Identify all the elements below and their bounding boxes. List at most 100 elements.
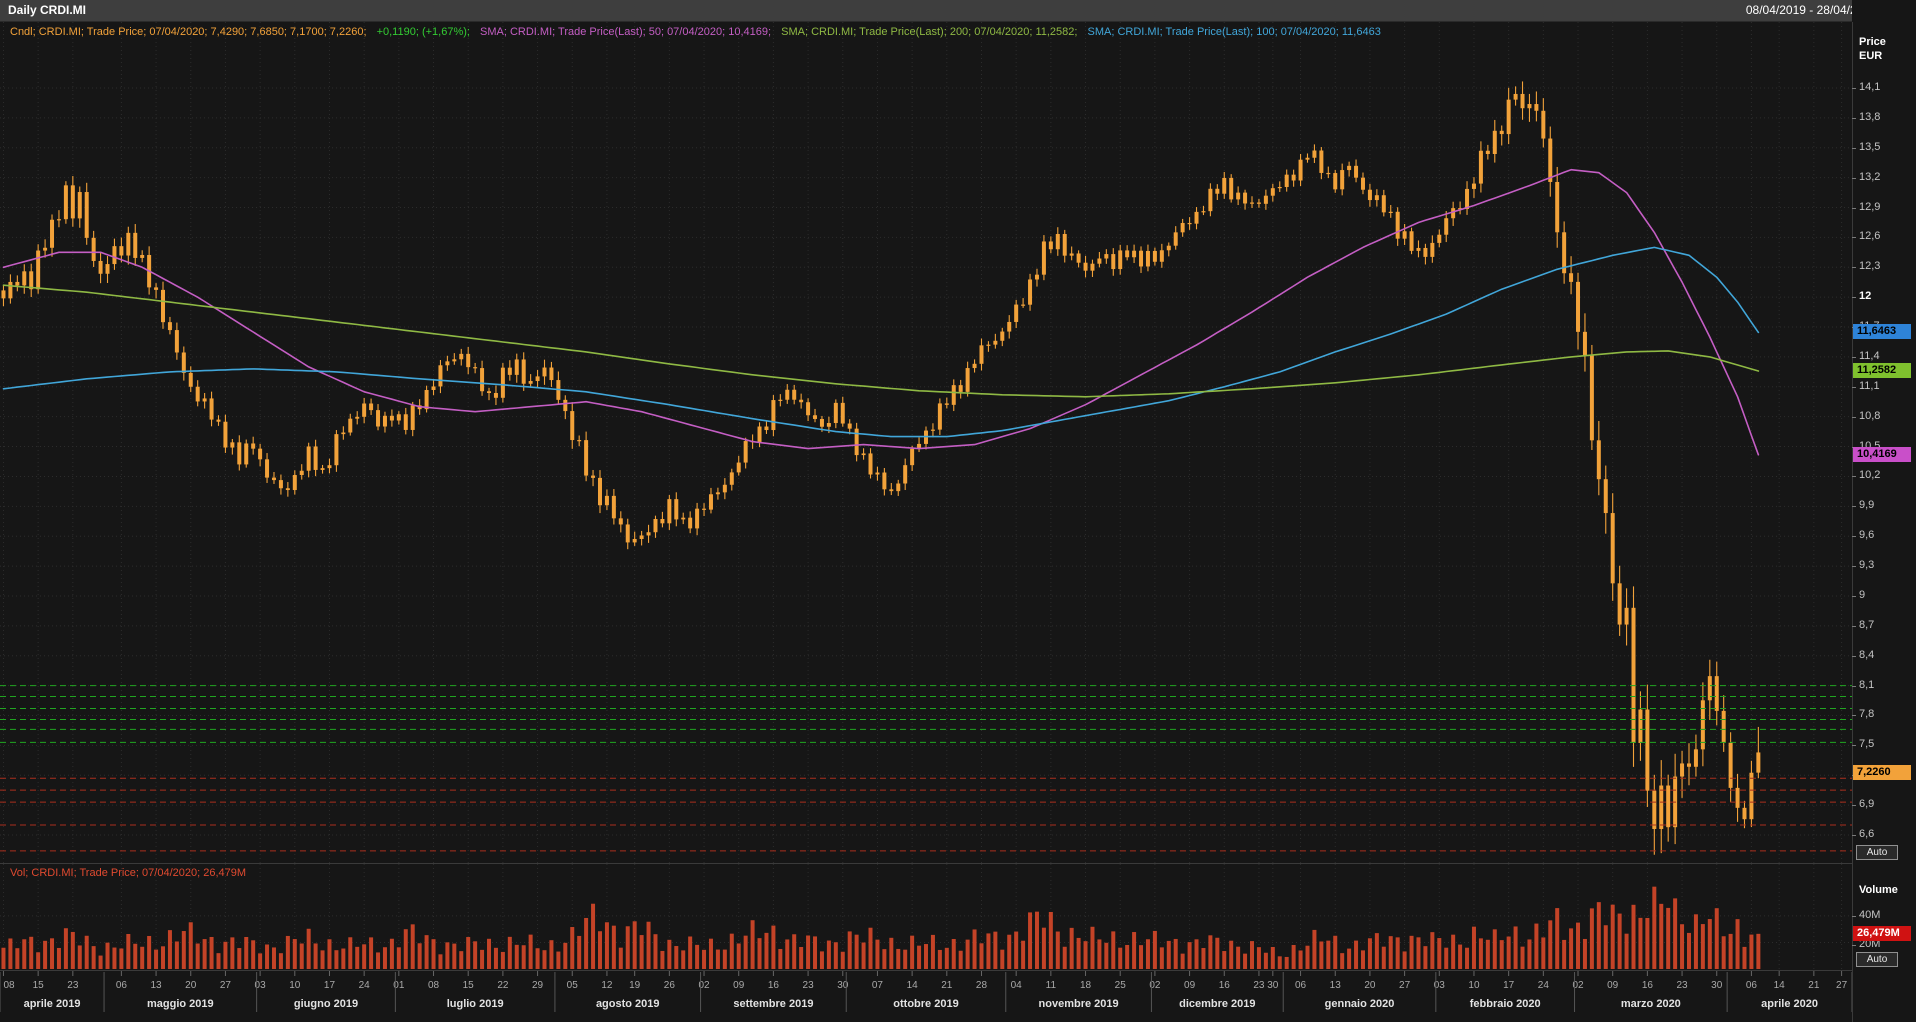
svg-text:29: 29 [532,980,544,991]
svg-text:ottobre 2019: ottobre 2019 [893,998,958,1010]
last-volume-tag: 26,479M [1853,925,1911,941]
volume-axis-header: Volume [1859,884,1898,896]
svg-text:16: 16 [1642,980,1654,991]
svg-text:21: 21 [1808,980,1820,991]
price-axis-label: 12,9 [1851,200,1881,213]
day-tick-labels: 08 15 23 06 13 20 27 03 10 17 24 01 08 15 22 29 05 12 19 26… [2,971,1848,991]
legend-volume-series: Vol; CRDI.MI; Trade Price; 07/04/2020; 2… [10,867,247,879]
svg-text:10: 10 [1468,980,1480,991]
sma-50-line [2,168,1760,456]
price-axis-label: 8,4 [1851,648,1875,661]
svg-text:giugno 2019: giugno 2019 [294,998,358,1010]
svg-text:dicembre 2019: dicembre 2019 [1179,998,1255,1010]
volume-bars [1,886,1761,969]
legend-sma-200: SMA; CRDI.MI; Trade Price(Last); 200; 07… [781,26,1078,38]
price-chart-canvas[interactable] [0,22,1852,863]
svg-text:06: 06 [1295,980,1307,991]
svg-text:17: 17 [324,980,336,991]
last-price-tag: 7,2260 [1853,764,1911,780]
svg-text:novembre 2019: novembre 2019 [1039,998,1119,1010]
price-axis-label: 11,1 [1852,379,1880,392]
sma-200-line [2,284,1760,398]
svg-text:marzo 2020: marzo 2020 [1621,998,1681,1010]
price-axis-label: 11,4 [1852,349,1880,362]
date-axis[interactable]: 08 15 23 06 13 20 27 03 10 17 24 01 08 15 22 29 05 12 19 26… [0,970,1916,1022]
svg-text:02: 02 [1149,980,1161,991]
svg-text:13: 13 [151,980,163,991]
svg-text:15: 15 [463,980,475,991]
panel-divider [0,863,1852,864]
volume-axis-label: 20M [1851,938,1881,950]
svg-text:30: 30 [837,980,849,991]
svg-text:11: 11 [1046,980,1057,991]
svg-text:aprile 2019: aprile 2019 [24,998,81,1010]
volume-chart-canvas[interactable] [0,864,1852,970]
sma100-tag: 11,6463 [1853,324,1911,340]
svg-text:08: 08 [3,980,15,991]
svg-text:03: 03 [1434,980,1446,991]
svg-text:maggio 2019: maggio 2019 [147,998,214,1010]
svg-text:30: 30 [1711,980,1723,991]
svg-text:14: 14 [1774,980,1786,991]
svg-text:05: 05 [567,980,579,991]
price-axis-label: 7,5 [1851,738,1875,751]
price-axis-label: 9,6 [1851,529,1875,542]
price-axis-label: 8,7 [1851,618,1875,631]
price-axis-label: 13,8 [1851,110,1881,123]
candlestick-series [1,81,1761,855]
svg-text:23: 23 [1676,980,1688,991]
volume-axis-auto-button[interactable]: Auto [1856,952,1898,967]
svg-text:21: 21 [941,980,953,991]
svg-text:30: 30 [1267,980,1279,991]
svg-text:09: 09 [1607,980,1619,991]
svg-text:09: 09 [733,980,745,991]
svg-text:luglio 2019: luglio 2019 [447,998,504,1010]
svg-text:24: 24 [359,980,371,991]
price-axis-label: 12,6 [1851,230,1881,243]
svg-text:19: 19 [629,980,641,991]
price-axis-label: 14,1 [1851,81,1881,93]
legend-sma-100: SMA; CRDI.MI; Trade Price(Last); 100; 07… [1087,26,1381,38]
svg-text:01: 01 [393,980,405,991]
legend-sma-50: SMA; CRDI.MI; Trade Price(Last); 50; 07/… [480,26,772,38]
price-axis-label: 7,8 [1851,708,1875,721]
svg-text:04: 04 [1011,980,1023,991]
svg-text:27: 27 [1399,980,1411,991]
volume-legend: Vol; CRDI.MI; Trade Price; 07/04/2020; 2… [10,867,246,879]
chart-title: Daily CRDI.MI [8,3,87,17]
price-axis-auto-button[interactable]: Auto [1856,845,1898,860]
svg-text:26: 26 [664,980,676,991]
price-axis[interactable]: Price EUR 14,1 13,8 13,5 13,2 12,9 12,6 12,3 12… [1851,0,1916,1022]
legend-net-change: +0,1190; (+1,67%); [376,26,470,38]
svg-text:08: 08 [428,980,440,991]
price-axis-currency: EUR [1859,50,1883,62]
support-levels-red [0,777,1852,852]
svg-text:febbraio 2020: febbraio 2020 [1470,998,1541,1010]
svg-text:14: 14 [907,980,919,991]
titlebar: Daily CRDI.MI 08/04/2019 - 28/04/2020 (M… [0,0,1916,22]
svg-text:13: 13 [1330,980,1342,991]
svg-text:22: 22 [497,980,509,991]
price-axis-label: 10,2 [1851,469,1881,482]
legend-candle-series: Cndl; CRDI.MI; Trade Price; 07/04/2020; … [10,26,367,38]
svg-text:25: 25 [1115,980,1127,991]
svg-text:03: 03 [255,980,267,991]
svg-text:20: 20 [185,980,197,991]
svg-text:09: 09 [1184,980,1196,991]
svg-text:16: 16 [1219,980,1231,991]
svg-text:06: 06 [1746,980,1758,991]
sma50-tag: 10,4169 [1853,446,1911,462]
price-axis-label: 13,5 [1851,140,1881,153]
volume-axis-label: 40M [1851,909,1881,921]
sma-100-line [2,246,1760,438]
price-axis-label: 9 [1851,588,1866,601]
svg-text:18: 18 [1080,980,1092,991]
svg-text:23: 23 [67,980,79,991]
resistance-levels-green [0,685,1852,743]
svg-text:aprile 2020: aprile 2020 [1761,998,1818,1010]
price-axis-label: 9,3 [1851,559,1875,572]
svg-text:23: 23 [1253,980,1265,991]
svg-text:24: 24 [1538,980,1550,991]
price-axis-label: 6,6 [1851,828,1875,840]
